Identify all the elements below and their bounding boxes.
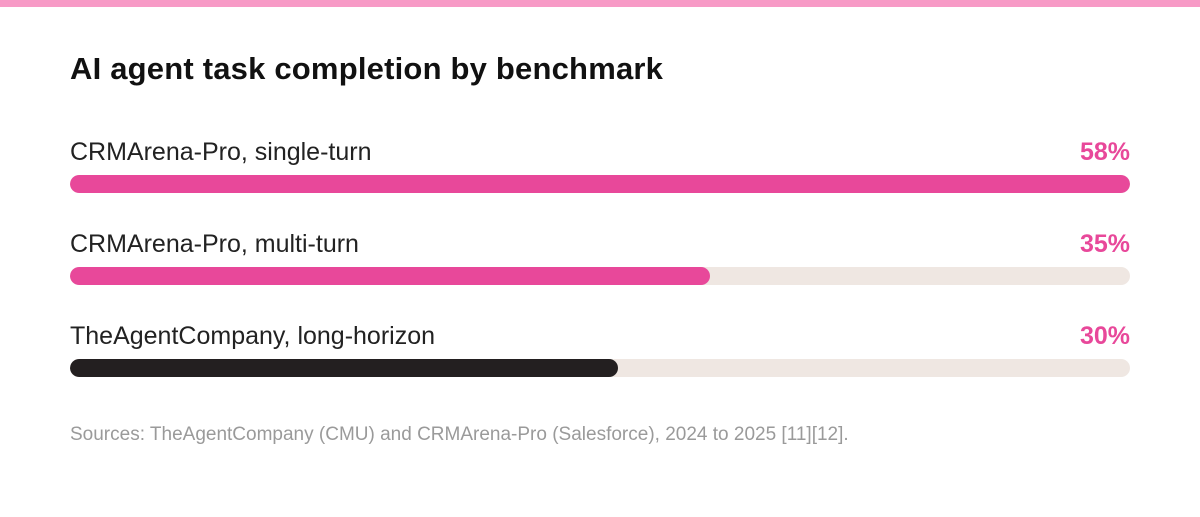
source-note: Sources: TheAgentCompany (CMU) and CRMAr… (70, 424, 849, 445)
top-accent-stripe (0, 0, 1200, 7)
bar-row: TheAgentCompany, long-horizon 30% (70, 321, 1130, 381)
bar-label: CRMArena-Pro, single-turn (70, 138, 372, 166)
chart-card: AI agent task completion by benchmark CR… (0, 7, 1200, 517)
bar-track (70, 175, 1130, 193)
bar (70, 359, 618, 377)
bar (70, 175, 1130, 193)
bar-track (70, 359, 1130, 377)
bar-row: CRMArena-Pro, multi-turn 35% (70, 229, 1130, 289)
bar-row: CRMArena-Pro, single-turn 58% (70, 137, 1130, 197)
chart-title: AI agent task completion by benchmark (70, 51, 664, 86)
bar-label: CRMArena-Pro, multi-turn (70, 230, 359, 258)
bar-value-label: 35% (1079, 230, 1130, 258)
bar-value-label: 58% (1079, 138, 1130, 166)
bar-label: TheAgentCompany, long-horizon (70, 322, 436, 350)
bar-track (70, 267, 1130, 285)
bar-value-label: 30% (1079, 322, 1130, 350)
bar (70, 267, 710, 285)
